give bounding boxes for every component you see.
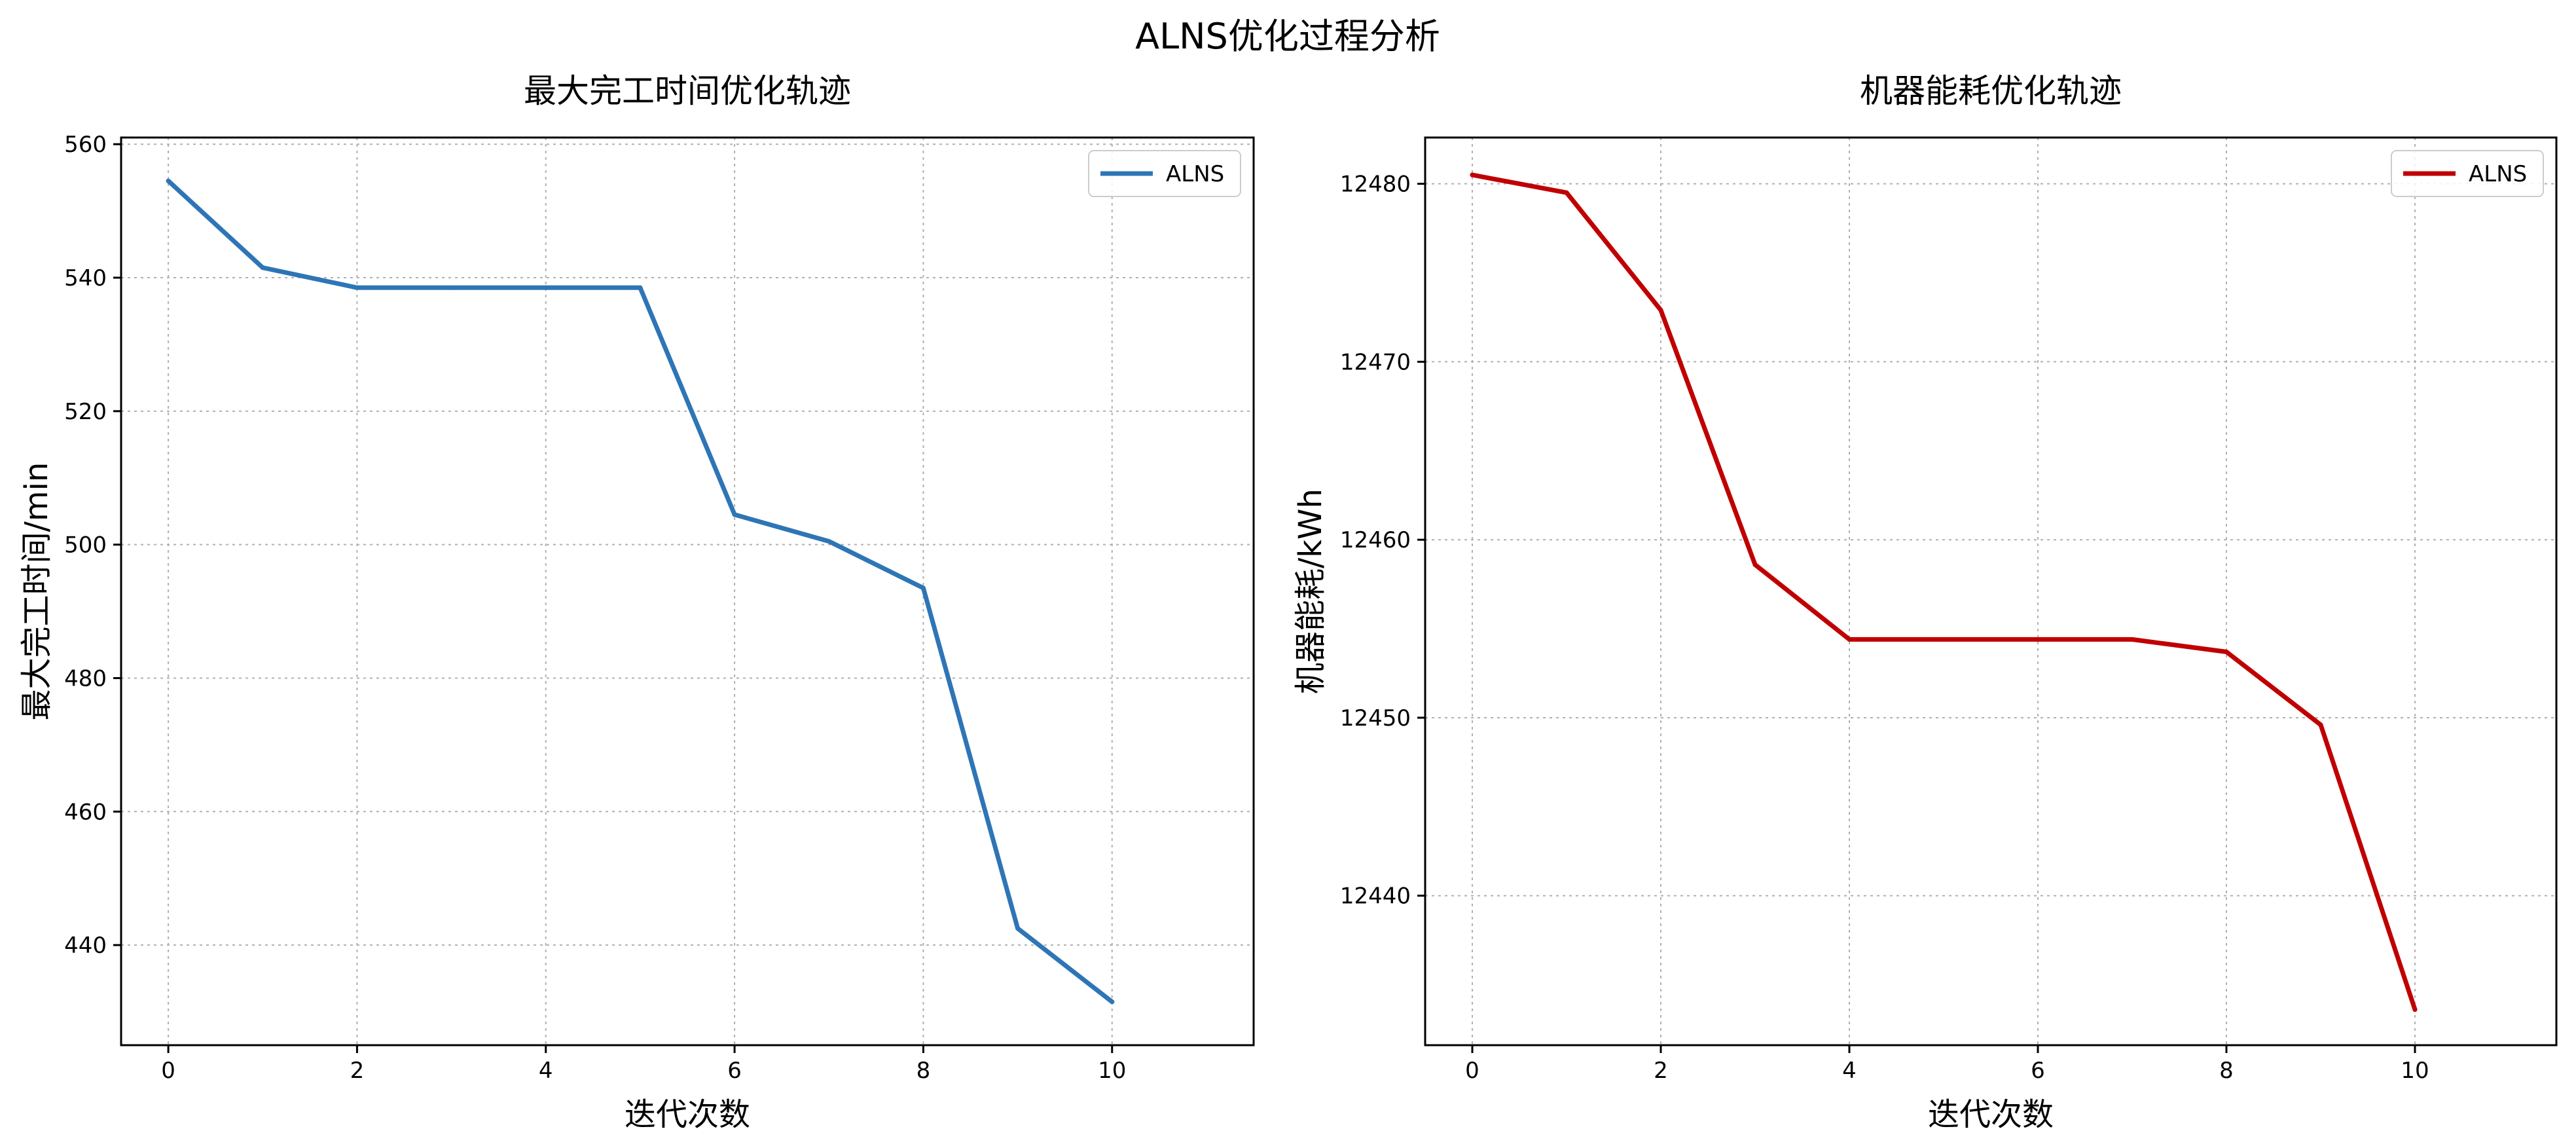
y-axis-label: 最大完工时间/min: [18, 462, 55, 721]
data-point: [1470, 172, 1475, 177]
data-point: [1564, 190, 1569, 195]
x-axis-label: 迭代次数: [625, 1096, 750, 1133]
y-tick-label: 540: [64, 265, 107, 291]
y-tick-label: 12460: [1340, 527, 1411, 553]
x-tick-label: 4: [539, 1058, 553, 1084]
y-tick-label: 500: [64, 532, 107, 559]
legend-label: ALNS: [2469, 161, 2527, 187]
legend-box: [2391, 150, 2544, 197]
y-tick-label: 12450: [1340, 705, 1411, 731]
x-tick-label: 6: [2031, 1058, 2045, 1084]
data-point: [449, 285, 454, 290]
x-tick-label: 8: [916, 1058, 931, 1084]
y-tick-label: 12470: [1340, 349, 1411, 375]
x-tick-label: 0: [161, 1058, 175, 1084]
chart-title: 最大完工时间优化轨迹: [524, 72, 851, 110]
data-point: [1847, 637, 1852, 642]
data-point: [2130, 637, 2135, 642]
chart-title: 机器能耗优化轨迹: [1860, 72, 2122, 110]
y-tick-label: 440: [64, 933, 107, 959]
y-tick-label: 480: [64, 665, 107, 692]
data-point: [1752, 562, 1758, 567]
y-tick-label: 12480: [1340, 172, 1411, 198]
x-tick-label: 10: [1098, 1058, 1126, 1084]
data-point: [1658, 308, 1663, 313]
x-tick-label: 10: [2401, 1058, 2429, 1084]
legend: ALNS: [1088, 150, 1241, 197]
x-tick-label: 4: [1842, 1058, 1857, 1084]
data-point: [543, 285, 549, 290]
data-point: [354, 285, 359, 290]
data-point: [1015, 926, 1021, 931]
energy-chart: 机器能耗优化轨迹 迭代次数 机器能耗/kWh 0 2 4 6 8 10 12440 12450…: [1292, 72, 2558, 1133]
x-axis-label: 迭代次数: [1928, 1096, 2054, 1133]
legend-box: [1088, 150, 1241, 197]
series-line-alns: [166, 178, 1115, 1005]
plot-frame: [1424, 136, 2558, 1046]
data-point: [826, 539, 831, 544]
y-tick-label: 12440: [1340, 883, 1411, 910]
data-point: [732, 512, 737, 517]
data-point: [260, 265, 265, 270]
legend-label: ALNS: [1166, 161, 1224, 187]
data-point: [1110, 999, 1115, 1005]
x-tick-label: 8: [2219, 1058, 2234, 1084]
data-point: [920, 585, 926, 591]
y-tick-label: 520: [64, 399, 107, 425]
makespan-chart: 最大完工时间优化轨迹 迭代次数 最大完工时间/min 0 2 4 6 8 10 440 460…: [18, 72, 1255, 1133]
x-tick-label: 0: [1465, 1058, 1479, 1084]
legend: ALNS: [2391, 150, 2544, 197]
plot-frame: [120, 136, 1255, 1046]
data-point: [2318, 722, 2323, 728]
data-point: [2224, 649, 2229, 654]
y-tick-label: 560: [64, 132, 107, 158]
figure-suptitle: ALNS优化过程分析: [1135, 16, 1440, 57]
series-line-alns: [1470, 172, 2418, 1012]
x-tick-label: 6: [727, 1058, 742, 1084]
y-tick-label: 460: [64, 799, 107, 825]
y-axis-label: 机器能耗/kWh: [1292, 489, 1329, 694]
data-point: [2035, 637, 2041, 642]
data-point: [2412, 1007, 2418, 1012]
x-tick-label: 2: [350, 1058, 365, 1084]
x-tick-label: 2: [1654, 1058, 1668, 1084]
data-point: [1941, 637, 1946, 642]
data-point: [166, 178, 171, 183]
data-point: [638, 285, 643, 290]
